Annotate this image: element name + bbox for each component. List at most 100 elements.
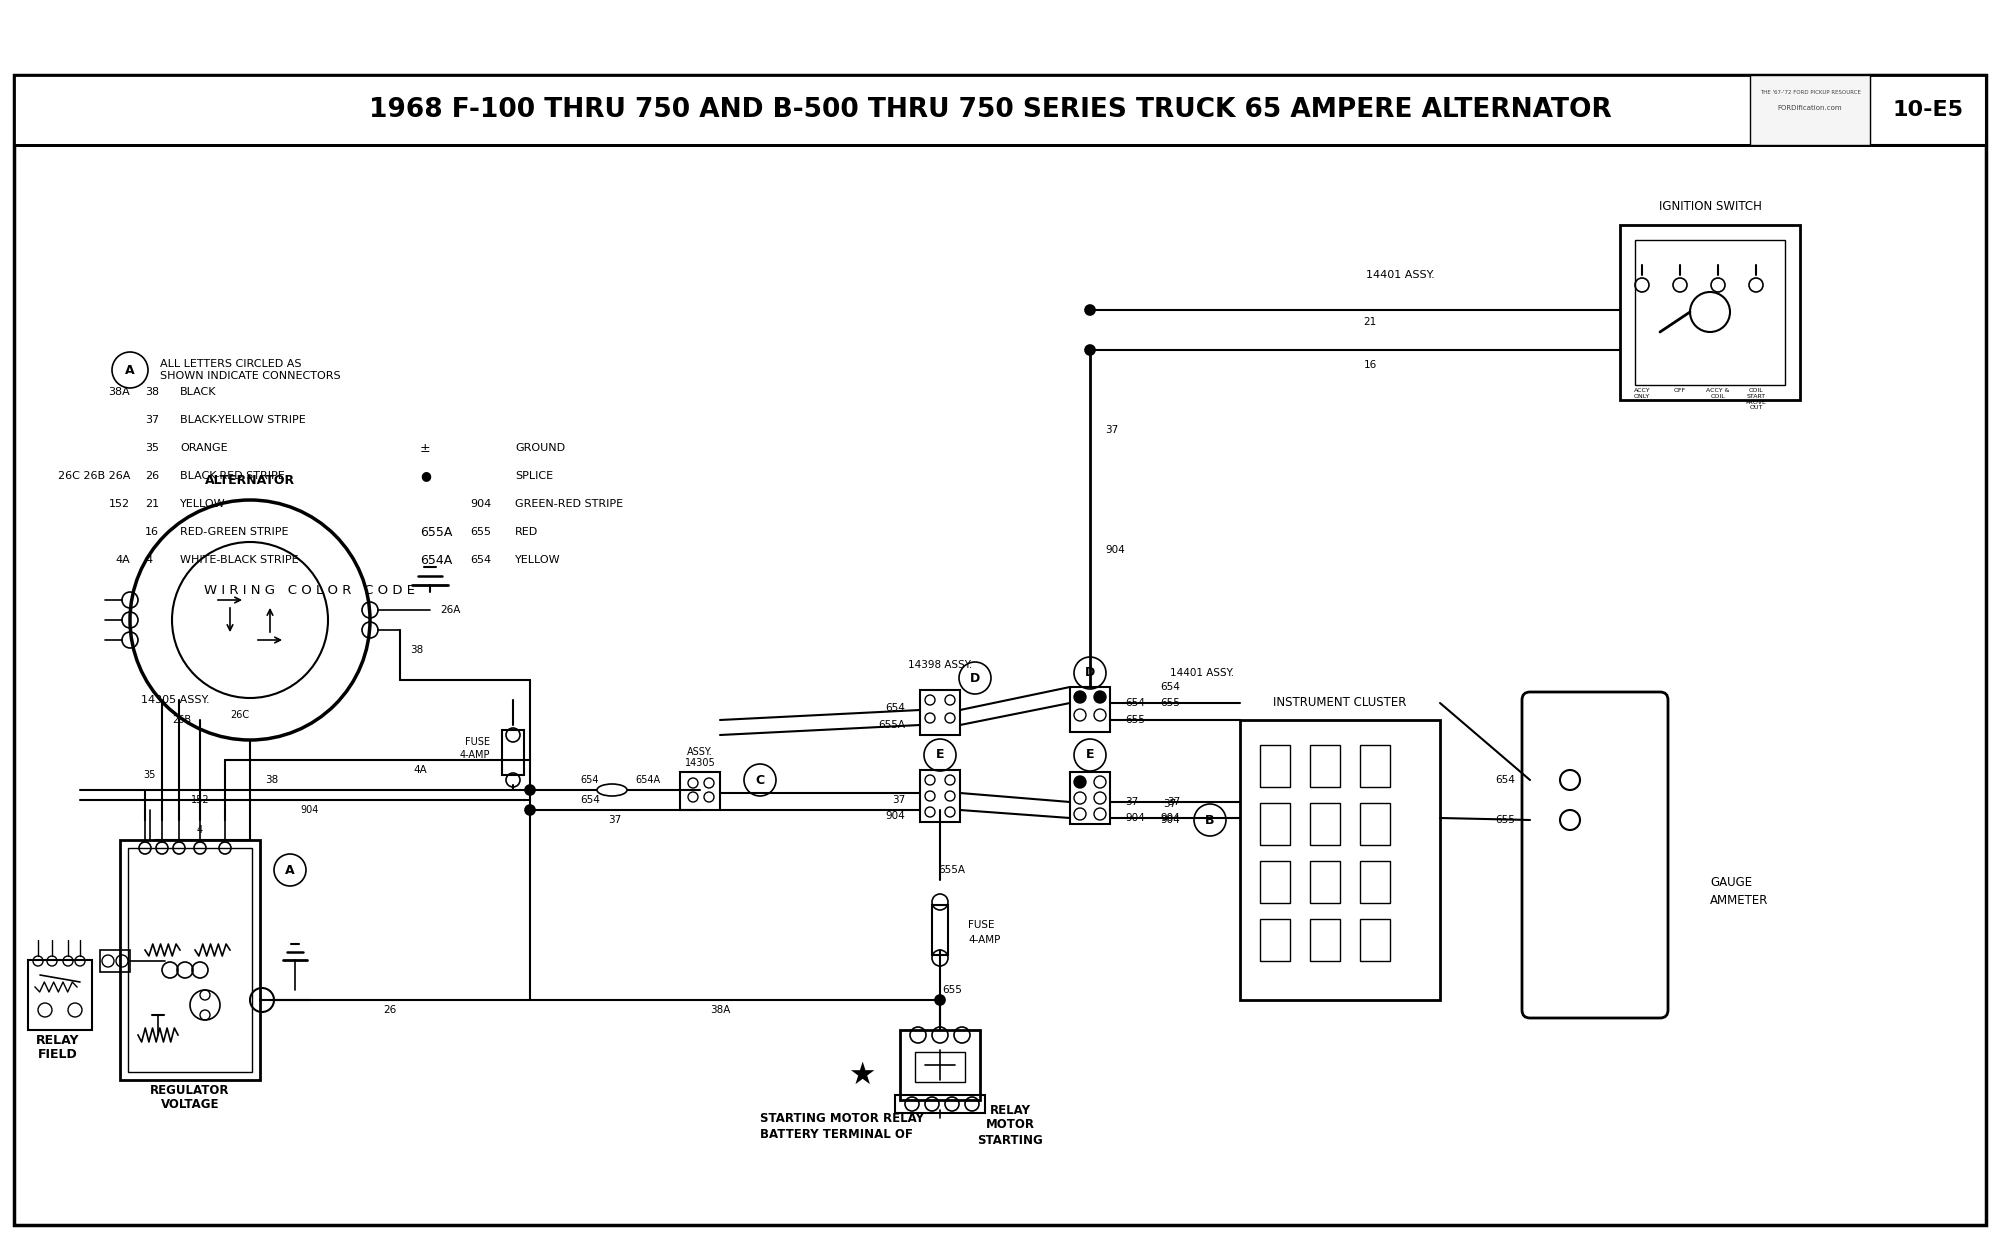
- Text: STARTING: STARTING: [978, 1134, 1042, 1146]
- Bar: [502, 730, 524, 775]
- Text: 655: 655: [1160, 698, 1180, 709]
- Text: 654: 654: [1160, 682, 1180, 692]
- Text: 37: 37: [1124, 798, 1138, 808]
- Bar: [932, 905, 948, 956]
- Bar: [1310, 803, 1340, 845]
- Text: 4-AMP: 4-AMP: [968, 935, 1000, 946]
- Text: RED-GREEN STRIPE: RED-GREEN STRIPE: [180, 527, 288, 537]
- Text: INSTRUMENT CLUSTER: INSTRUMENT CLUSTER: [1274, 696, 1406, 709]
- Text: 904: 904: [300, 805, 320, 815]
- Bar: [1260, 919, 1290, 961]
- Text: 4A: 4A: [116, 556, 130, 566]
- Circle shape: [1084, 305, 1096, 315]
- Text: 655: 655: [1496, 815, 1516, 825]
- Bar: [920, 690, 960, 735]
- Text: 38: 38: [410, 645, 424, 655]
- Circle shape: [936, 994, 946, 1004]
- Text: YELLOW: YELLOW: [516, 556, 560, 566]
- Text: 904: 904: [1104, 545, 1124, 556]
- Text: 655A: 655A: [878, 720, 904, 730]
- Text: 14305 ASSY.: 14305 ASSY.: [140, 695, 210, 705]
- Text: RED: RED: [516, 527, 538, 537]
- Text: 4: 4: [144, 556, 152, 566]
- Bar: [14, 75, 1986, 145]
- Text: 904: 904: [1160, 813, 1180, 823]
- Text: E: E: [1086, 749, 1094, 761]
- Bar: [1260, 803, 1290, 845]
- Polygon shape: [152, 1014, 164, 1025]
- Text: 904: 904: [470, 499, 492, 509]
- Text: ORANGE: ORANGE: [180, 443, 228, 453]
- Text: GROUND: GROUND: [516, 443, 566, 453]
- Text: 14305: 14305: [684, 757, 716, 767]
- Text: 38: 38: [144, 387, 160, 398]
- Text: 37: 37: [1104, 425, 1118, 435]
- Text: OFF: OFF: [1674, 387, 1686, 393]
- Text: FUSE: FUSE: [968, 920, 994, 930]
- Text: THE '67-'72 FORD PICKUP RESOURCE: THE '67-'72 FORD PICKUP RESOURCE: [1760, 89, 1860, 94]
- Ellipse shape: [596, 784, 628, 796]
- Text: SPLICE: SPLICE: [516, 472, 554, 482]
- Circle shape: [1094, 691, 1106, 703]
- Text: WHITE-BLACK STRIPE: WHITE-BLACK STRIPE: [180, 556, 298, 566]
- Text: 4-AMP: 4-AMP: [460, 750, 490, 760]
- Text: 654: 654: [1496, 775, 1516, 785]
- Text: 16: 16: [144, 527, 160, 537]
- Text: 37: 37: [608, 815, 622, 825]
- Text: W I R I N G   C O L O R   C O D E: W I R I N G C O L O R C O D E: [204, 583, 416, 597]
- Bar: [920, 770, 960, 823]
- Text: 4: 4: [196, 825, 204, 835]
- Text: YELLOW: YELLOW: [180, 499, 226, 509]
- Text: GREEN-RED STRIPE: GREEN-RED STRIPE: [516, 499, 624, 509]
- Text: VOLTAGE: VOLTAGE: [160, 1099, 220, 1111]
- Bar: [1310, 745, 1340, 788]
- Text: 1968 F-100 THRU 750 AND B-500 THRU 750 SERIES TRUCK 65 AMPERE ALTERNATOR: 1968 F-100 THRU 750 AND B-500 THRU 750 S…: [368, 97, 1612, 123]
- Bar: [1310, 861, 1340, 903]
- Bar: [1310, 919, 1340, 961]
- Text: E: E: [936, 749, 944, 761]
- Text: COIL
START
PROVE
OUT: COIL START PROVE OUT: [1746, 387, 1766, 410]
- Bar: [1260, 861, 1290, 903]
- Text: A: A: [126, 364, 134, 376]
- Text: FORDification.com: FORDification.com: [1778, 105, 1842, 112]
- Text: BLACK-YELLOW STRIPE: BLACK-YELLOW STRIPE: [180, 415, 306, 425]
- Bar: [100, 951, 130, 972]
- Circle shape: [524, 785, 536, 795]
- Text: A: A: [286, 864, 294, 877]
- Text: 38A: 38A: [710, 1004, 730, 1014]
- Bar: [1070, 772, 1110, 824]
- Text: 35: 35: [144, 770, 156, 780]
- Text: IGNITION SWITCH: IGNITION SWITCH: [1658, 201, 1762, 213]
- Text: ACCY &
COIL: ACCY & COIL: [1706, 387, 1730, 399]
- Text: THE '67-'72 FORD PICKUP RESOURCE: THE '67-'72 FORD PICKUP RESOURCE: [806, 171, 1694, 670]
- Text: 14401 ASSY.: 14401 ASSY.: [1366, 270, 1434, 280]
- Text: 21: 21: [144, 499, 160, 509]
- Text: 904: 904: [886, 811, 904, 821]
- Text: FIELD: FIELD: [38, 1048, 78, 1061]
- Text: 26C 26B 26A: 26C 26B 26A: [58, 472, 130, 482]
- Text: 35: 35: [144, 443, 160, 453]
- Text: 655: 655: [1124, 715, 1144, 725]
- Text: 152: 152: [190, 795, 210, 805]
- Text: RELAY: RELAY: [36, 1033, 80, 1047]
- Bar: [1750, 75, 1870, 145]
- Text: 38: 38: [264, 775, 278, 785]
- Text: C: C: [756, 774, 764, 786]
- Text: 21: 21: [1364, 317, 1376, 327]
- Text: REGULATOR: REGULATOR: [150, 1083, 230, 1096]
- Text: 654: 654: [580, 775, 600, 785]
- Text: BLACK-RED STRIPE: BLACK-RED STRIPE: [180, 472, 284, 482]
- Text: 4A: 4A: [414, 765, 426, 775]
- Text: 655: 655: [470, 527, 492, 537]
- Bar: [128, 848, 252, 1072]
- Text: 26: 26: [384, 1004, 396, 1014]
- Text: 654: 654: [470, 556, 492, 566]
- Circle shape: [524, 805, 536, 815]
- Text: GAUGE: GAUGE: [1710, 875, 1752, 889]
- Text: BATTERY TERMINAL OF: BATTERY TERMINAL OF: [760, 1129, 912, 1141]
- Text: 37: 37: [892, 795, 904, 805]
- Text: ASSY.: ASSY.: [688, 747, 712, 757]
- Bar: [1240, 720, 1440, 999]
- Bar: [680, 772, 720, 810]
- Text: 14398 ASSY.: 14398 ASSY.: [908, 660, 972, 670]
